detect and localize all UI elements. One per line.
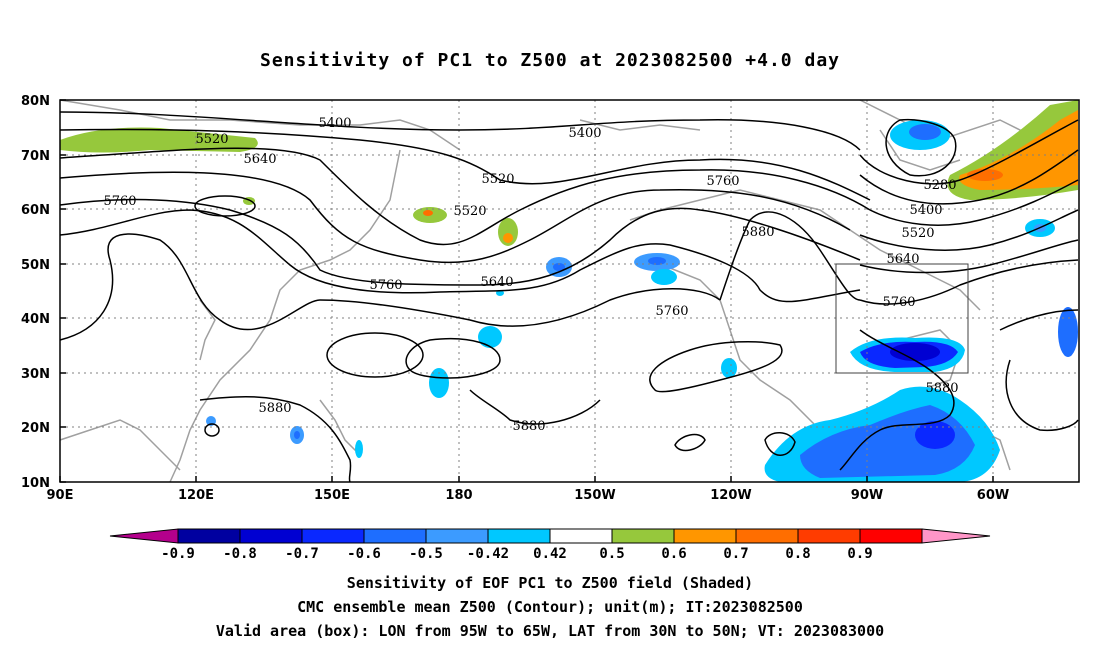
lon-label: 150W <box>574 488 615 503</box>
contour-label: 5880 <box>512 419 545 434</box>
z500-contours <box>59 111 1079 483</box>
lat-label: 70N <box>21 149 50 164</box>
caption-line-1: Sensitivity of EOF PC1 to Z500 field (Sh… <box>346 574 754 592</box>
caption-line-3: Valid area (box): LON from 95W to 65W, L… <box>215 622 885 640</box>
colorbar-tick-label: -0.7 <box>285 546 319 562</box>
contour-label: 5760 <box>882 295 915 310</box>
colorbar-tick-label: -0.8 <box>223 546 257 562</box>
lon-label: 180 <box>445 488 472 503</box>
contour-label: 5880 <box>258 401 291 416</box>
lon-label: 120E <box>178 488 214 503</box>
colorbar-cell <box>797 528 861 544</box>
contour-label: 5760 <box>706 174 739 189</box>
lat-label: 60N <box>21 203 50 218</box>
contour-label: 5760 <box>655 304 688 319</box>
lat-labels: 80N 70N 60N 50N 40N 30N 20N 10N <box>21 94 50 491</box>
contour-label: 5880 <box>741 225 774 240</box>
contour-labels: 5400 5400 5520 5520 5520 5520 5640 5640 … <box>103 116 958 434</box>
colorbar-tick-label: 0.5 <box>599 546 624 562</box>
contour-label: 5640 <box>886 252 919 267</box>
contour-label: 5520 <box>901 226 934 241</box>
colorbar-cell <box>735 528 799 544</box>
contour-label: 5760 <box>103 194 136 209</box>
contour-label: 5640 <box>243 152 276 167</box>
colorbar-cell <box>611 528 675 544</box>
contour-label: 5400 <box>568 126 601 141</box>
lon-label: 90E <box>47 488 74 503</box>
colorbar-extend-low <box>109 528 179 544</box>
contour-label: 5880 <box>925 381 958 396</box>
map-frame <box>59 99 1080 483</box>
colorbar-cell <box>239 528 303 544</box>
colorbar-tick-label: 0.8 <box>785 546 810 562</box>
tick-marks <box>59 99 994 483</box>
lat-label: 40N <box>21 312 50 327</box>
contour-label: 5760 <box>369 278 402 293</box>
lon-label: 150E <box>314 488 350 503</box>
colorbar-cell <box>425 528 489 544</box>
colorbar: -0.9 -0.8 -0.7 -0.6 -0.5 -0.42 0.42 0.5 0.6 0.7 0.… <box>109 528 991 562</box>
lat-label: 30N <box>21 367 50 382</box>
colorbar-cell <box>301 528 365 544</box>
colorbar-cell <box>363 528 427 544</box>
colorbar-cell <box>487 528 551 544</box>
contour-label: 5400 <box>909 203 942 218</box>
caption-line-2: CMC ensemble mean Z500 (Contour); unit(m… <box>297 598 803 616</box>
contour-label: 5280 <box>923 178 956 193</box>
colorbar-cell <box>177 528 241 544</box>
lon-labels: 90E 120E 150E 180 150W 120W 90W 60W <box>47 488 1010 503</box>
valid-area-box <box>835 263 969 374</box>
contour-label: 5400 <box>318 116 351 131</box>
lat-label: 50N <box>21 258 50 273</box>
lon-label: 120W <box>710 488 751 503</box>
colorbar-cell <box>673 528 737 544</box>
lon-label: 90W <box>851 488 883 503</box>
colorbar-extend-high <box>921 528 991 544</box>
lat-label: 80N <box>21 94 50 109</box>
colorbar-cell <box>859 528 923 544</box>
page-title: Sensitivity of PC1 to Z500 at 2023082500… <box>259 50 840 71</box>
contour-label: 5640 <box>480 275 513 290</box>
lon-label: 60W <box>977 488 1009 503</box>
colorbar-tick-label: 0.42 <box>533 546 567 562</box>
colorbar-tick-label: -0.42 <box>467 546 509 562</box>
colorbar-tick-label: -0.5 <box>409 546 443 562</box>
colorbar-cell <box>549 528 613 544</box>
colorbar-tick-label: -0.9 <box>161 546 195 562</box>
colorbar-tick-label: 0.7 <box>723 546 748 562</box>
contour-label: 5520 <box>481 172 514 187</box>
lat-label: 20N <box>21 421 50 436</box>
colorbar-tick-label: 0.6 <box>661 546 686 562</box>
colorbar-tick-label: 0.9 <box>847 546 872 562</box>
contour-label: 5520 <box>195 132 228 147</box>
graticule <box>60 100 1079 482</box>
colorbar-tick-label: -0.6 <box>347 546 381 562</box>
lat-label: 10N <box>21 476 50 491</box>
contour-label: 5520 <box>453 204 486 219</box>
